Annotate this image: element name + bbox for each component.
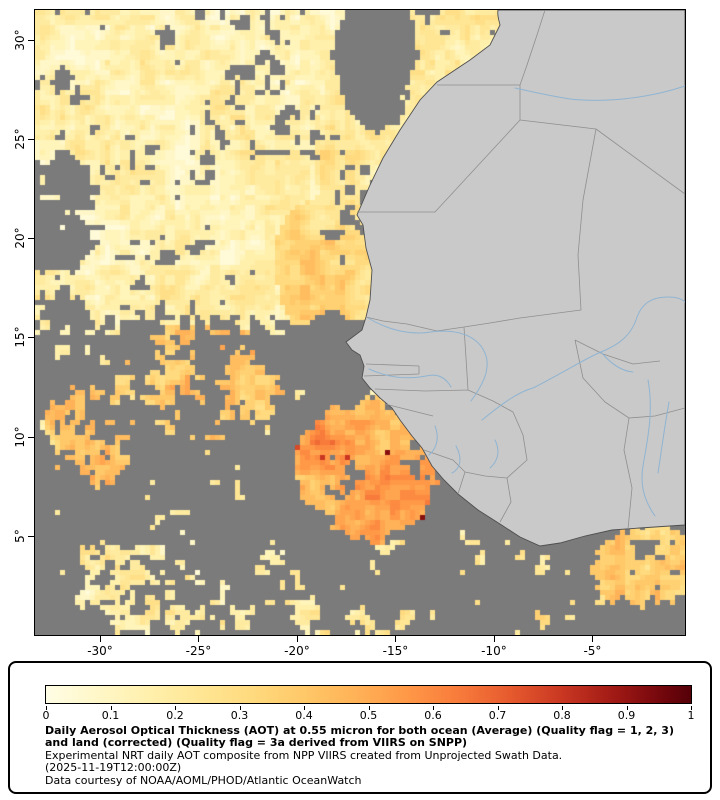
- latitude-tick-label: 25°: [13, 128, 27, 150]
- colorbar-tick-label: 0.6: [424, 709, 442, 722]
- longitude-tick-label: -25°: [185, 644, 212, 658]
- latitude-tick-mark: [28, 138, 34, 140]
- rivers: [367, 85, 685, 517]
- land-polygon-west-africa: [345, 10, 685, 547]
- latitude-axis: 30° 25° 20° 15° 10° 5°: [0, 0, 34, 660]
- colorbar-tick-mark: [626, 706, 628, 710]
- colorbar-tick-mark: [368, 706, 370, 710]
- longitude-tick-mark: [592, 636, 594, 642]
- colorbar-tick-mark: [691, 706, 692, 710]
- colorbar-tick-label: 1: [687, 709, 695, 722]
- longitude-tick-label: -30°: [87, 644, 113, 658]
- latitude-tick-label: 5°: [13, 528, 27, 543]
- caption-title: Daily Aerosol Optical Thickness (AOT) at…: [45, 724, 674, 750]
- caption-timestamp: (2025-11-19T12:00:00Z): [45, 761, 182, 775]
- colorbar-tick-label: 0.8: [553, 709, 571, 722]
- longitude-tick-label: -5°: [583, 644, 602, 658]
- latitude-tick-mark: [28, 39, 34, 41]
- latitude-tick-mark: [28, 337, 34, 339]
- colorbar-tick-label: 0.9: [617, 709, 636, 722]
- colorbar-tick-mark: [239, 706, 241, 710]
- legend-panel: Daily Aerosol Optical Thickness (AOT) at…: [8, 661, 712, 794]
- colorbar-tick-label: 0: [42, 709, 50, 722]
- longitude-tick-mark: [395, 636, 397, 642]
- longitude-axis: -30° -25° -20° -15° -10° -5°: [0, 636, 720, 666]
- latitude-tick-label: 15°: [13, 326, 27, 349]
- caption-line-experimental: Experimental NRT daily AOT composite fro…: [45, 748, 563, 762]
- geography-layer: [345, 10, 685, 547]
- caption-credit: Data courtesy of NOAA/AOML/PHOD/Atlantic…: [45, 773, 362, 787]
- latitude-tick-label: 30°: [13, 29, 27, 51]
- latitude-tick-mark: [28, 238, 34, 240]
- colorbar-tick-mark: [562, 706, 563, 710]
- colorbar-tick-label: 0.5: [359, 709, 378, 722]
- longitude-tick-label: -20°: [284, 644, 310, 658]
- colorbar-tick-mark: [110, 706, 112, 710]
- latitude-tick-mark: [28, 436, 34, 438]
- latitude-tick-mark: [28, 535, 34, 537]
- map-plot-area: [34, 9, 686, 636]
- longitude-tick-label: -15°: [382, 644, 409, 658]
- country-borders: [357, 10, 685, 530]
- longitude-tick-mark: [100, 636, 101, 642]
- colorbar-tick-label: 0.7: [488, 709, 507, 722]
- colorbar-tick-mark: [433, 706, 434, 710]
- colorbar-tick-label: 0.4: [295, 709, 313, 722]
- latitude-tick-label: 20°: [13, 227, 27, 249]
- colorbar-gradient: [45, 685, 692, 704]
- longitude-tick-mark: [296, 636, 298, 642]
- colorbar-tick-mark: [175, 706, 176, 710]
- caption-block: Daily Aerosol Optical Thickness (AOT) at…: [45, 724, 697, 787]
- colorbar-tick-mark: [497, 706, 499, 710]
- longitude-tick-label: -10°: [481, 644, 507, 658]
- latitude-tick-label: 10°: [13, 425, 27, 448]
- colorbar-tick-label: 0.3: [230, 709, 249, 722]
- colorbar-tick-label: 0.2: [166, 709, 184, 722]
- longitude-tick-mark: [198, 636, 200, 642]
- colorbar-tick-mark: [46, 706, 47, 710]
- colorbar-tick-label: 0.1: [101, 709, 120, 722]
- colorbar-tick-mark: [304, 706, 305, 710]
- longitude-tick-mark: [493, 636, 495, 642]
